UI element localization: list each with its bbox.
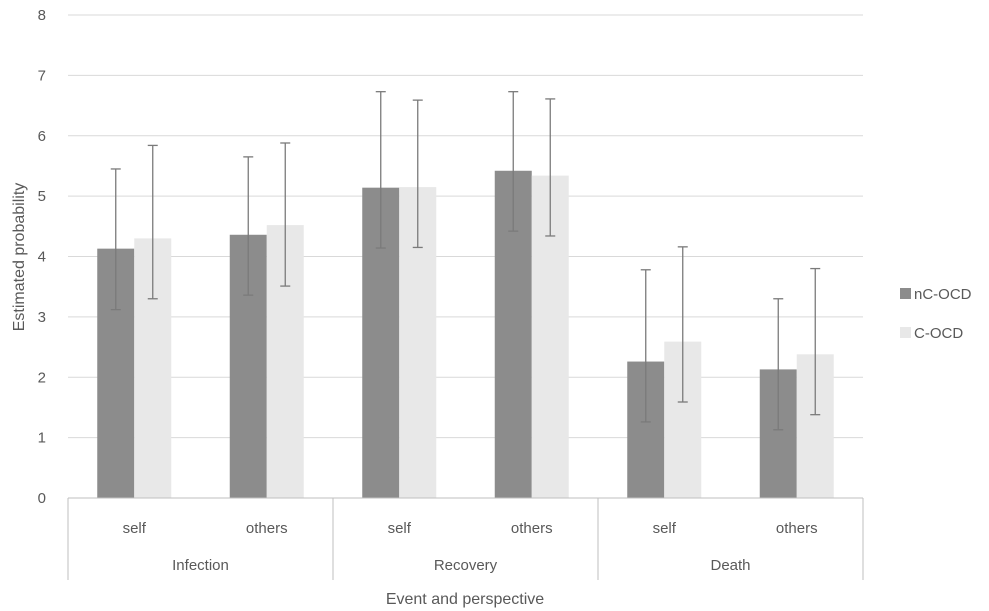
legend-swatch-nc-ocd [900, 288, 911, 299]
y-tick-label: 6 [38, 128, 46, 145]
y-tick-label: 8 [38, 7, 46, 24]
x-category-label: others [246, 520, 288, 537]
legend: nC-OCD C-OCD [900, 286, 972, 342]
x-category-label: self [653, 520, 677, 537]
legend-label: C-OCD [914, 325, 963, 342]
legend-swatch-c-ocd [900, 327, 911, 338]
x-axis-title: Event and perspective [386, 591, 544, 608]
gridlines [68, 14, 863, 439]
y-tick-label: 2 [38, 369, 46, 386]
x-category-label: others [511, 520, 553, 537]
x-category-label: others [776, 520, 818, 537]
x-group-label: Infection [172, 557, 229, 574]
y-tick-label: 3 [38, 309, 46, 326]
x-category-label: self [388, 520, 412, 537]
y-tick-label: 1 [38, 430, 46, 447]
error-bars [110, 91, 821, 431]
y-tick-label: 7 [38, 67, 46, 84]
bars [97, 170, 834, 499]
y-axis-ticks: 0 1 2 3 4 5 6 7 8 [38, 7, 46, 507]
x-group-label: Recovery [434, 557, 498, 574]
x-category-label: self [123, 520, 147, 537]
x-axis: self others self others self others Infection R… [67, 497, 864, 580]
y-tick-label: 0 [38, 490, 46, 507]
x-group-label: Death [710, 557, 750, 574]
y-axis-title: Estimated probability [11, 183, 28, 332]
legend-label: nC-OCD [914, 286, 972, 303]
y-tick-label: 4 [38, 249, 46, 266]
y-tick-label: 5 [38, 188, 46, 205]
